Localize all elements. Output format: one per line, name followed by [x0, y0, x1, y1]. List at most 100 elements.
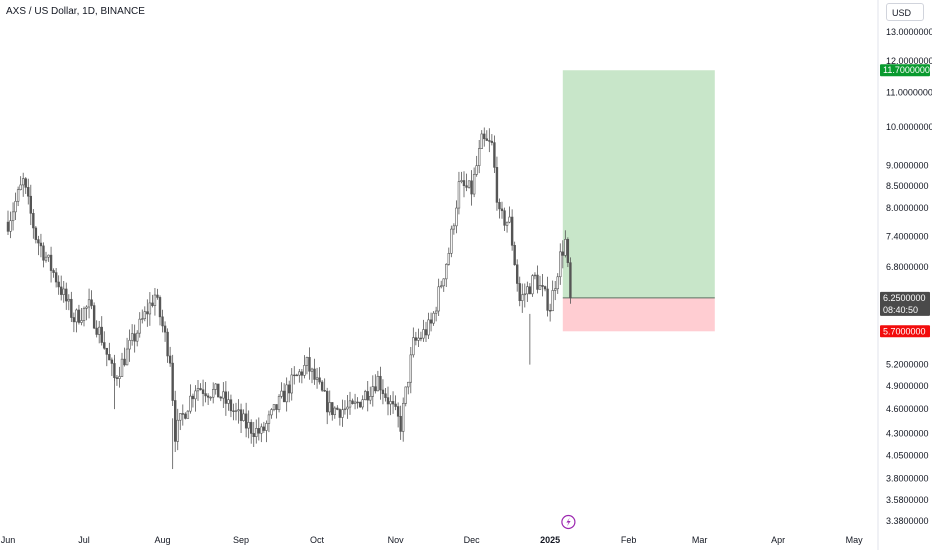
candle [374, 374, 377, 394]
candle [85, 305, 88, 321]
candle [521, 283, 524, 313]
candle [125, 337, 129, 366]
candle [212, 382, 215, 404]
time-axis: Jun Jul Aug Sep Oct Nov Dec 2025 Feb Mar Apr May [1, 514, 863, 545]
candle [130, 324, 134, 346]
candle [566, 237, 570, 268]
candle [498, 198, 501, 219]
candle [82, 306, 86, 327]
candle [452, 223, 456, 235]
candle [445, 263, 448, 288]
candle [280, 382, 283, 399]
candle [369, 386, 372, 405]
candle [513, 241, 516, 266]
y-tick-label: 10.0000000 [886, 122, 932, 132]
candle [485, 130, 488, 142]
stop-price-tag: 5.7000000 [880, 325, 930, 338]
candle [338, 408, 342, 426]
candle [166, 328, 169, 363]
candle [224, 381, 228, 416]
currency-button[interactable]: USD [886, 3, 924, 21]
candle [267, 410, 271, 433]
candle [381, 379, 385, 405]
candle [217, 383, 220, 398]
candle [490, 134, 494, 146]
candle [538, 275, 542, 290]
x-tick-label: Feb [621, 535, 637, 545]
candle [548, 303, 552, 322]
candle [510, 209, 514, 251]
candle [146, 299, 149, 327]
candle [196, 379, 200, 401]
candle [179, 413, 182, 431]
candle [561, 240, 565, 269]
candle [331, 402, 334, 421]
candle [257, 417, 260, 441]
candle [204, 382, 207, 403]
candle [181, 404, 184, 426]
candle [313, 358, 316, 385]
x-tick-label: Aug [155, 535, 171, 545]
candle [275, 404, 278, 419]
candle [21, 172, 25, 197]
candle [153, 287, 157, 316]
candle [298, 368, 301, 383]
candle [465, 173, 468, 192]
candle [315, 367, 319, 389]
candle [24, 177, 27, 194]
candle [90, 290, 93, 310]
candle [148, 292, 152, 326]
y-tick-label: 3.5800000 [886, 495, 929, 505]
candle [551, 280, 554, 312]
candle [194, 385, 197, 412]
candle [305, 356, 309, 375]
candle [447, 247, 450, 266]
candle [343, 400, 347, 415]
candle [143, 306, 146, 322]
candle [450, 225, 453, 258]
candlestick-series [6, 127, 572, 470]
candle [282, 383, 286, 403]
candle [42, 242, 45, 268]
candle [508, 206, 511, 224]
candle [396, 402, 400, 428]
candle [419, 331, 423, 342]
candle [439, 280, 443, 289]
candle [171, 354, 174, 406]
candle [500, 201, 504, 219]
candle [389, 395, 392, 416]
candle [467, 180, 471, 189]
candle [250, 419, 253, 444]
y-tick-label: 12.0000000 [886, 56, 932, 66]
candle [483, 127, 486, 147]
candle [437, 278, 440, 316]
candle [136, 330, 139, 347]
candle [161, 309, 164, 333]
svg-text:08:40:50: 08:40:50 [883, 305, 918, 315]
candle [427, 312, 430, 340]
candle [429, 312, 433, 332]
candle [351, 398, 354, 405]
svg-text:11.7000000: 11.7000000 [883, 65, 930, 75]
candle [523, 283, 527, 308]
candle [9, 211, 12, 239]
candle [201, 379, 205, 407]
candle [123, 347, 126, 367]
candle [366, 380, 369, 412]
candle [52, 268, 55, 278]
candle [472, 167, 476, 198]
candle [401, 397, 405, 442]
candle [363, 389, 367, 401]
candle [141, 309, 144, 324]
candle [219, 395, 222, 402]
stop-zone[interactable] [562, 297, 715, 332]
lightning-icon[interactable] [561, 514, 576, 530]
candle [480, 130, 483, 149]
candle [493, 135, 496, 173]
candle [242, 409, 245, 422]
candle [455, 200, 458, 234]
x-tick-label: Sep [233, 535, 249, 545]
candle [65, 282, 68, 310]
target-zone[interactable] [562, 70, 715, 298]
